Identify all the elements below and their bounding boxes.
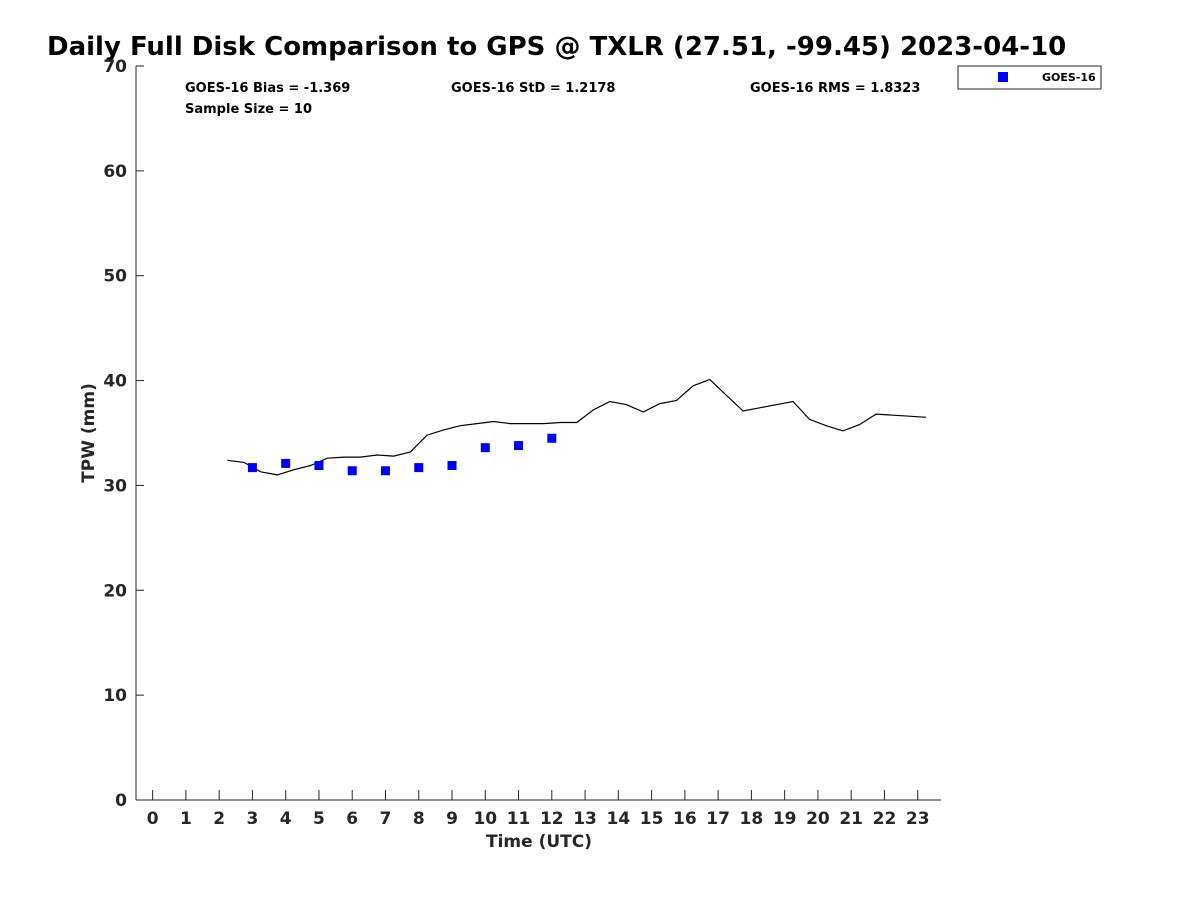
x-tick-label-22: 22 bbox=[873, 809, 897, 829]
x-tick-label-9: 9 bbox=[446, 809, 458, 829]
x-tick-label-21: 21 bbox=[839, 809, 863, 829]
bias-stat: GOES-16 Bias = -1.369 bbox=[185, 81, 350, 96]
goes16-point-11 bbox=[514, 441, 524, 451]
x-tick-label-20: 20 bbox=[806, 809, 830, 829]
x-tick-label-3: 3 bbox=[247, 809, 259, 829]
goes16-point-7 bbox=[380, 466, 390, 476]
goes16-point-6 bbox=[347, 466, 357, 476]
y-tick-label-20: 20 bbox=[103, 581, 127, 601]
goes16-point-3 bbox=[247, 463, 257, 473]
x-tick-label-19: 19 bbox=[773, 809, 797, 829]
x-tick-label-23: 23 bbox=[906, 809, 930, 829]
y-tick-label-40: 40 bbox=[103, 372, 127, 392]
goes16-point-12 bbox=[547, 433, 557, 443]
legend-box bbox=[957, 65, 1102, 90]
legend-label-goes16: GOES-16 bbox=[1042, 71, 1096, 84]
x-tick-label-17: 17 bbox=[706, 809, 730, 829]
goes16-point-9 bbox=[447, 461, 457, 471]
gps-line-series bbox=[227, 378, 927, 476]
goes16-point-5 bbox=[314, 461, 324, 471]
x-tick-label-8: 8 bbox=[413, 809, 425, 829]
x-tick-label-4: 4 bbox=[280, 809, 292, 829]
x-tick-label-14: 14 bbox=[606, 809, 630, 829]
y-tick-label-50: 50 bbox=[103, 267, 127, 287]
x-axis-label: Time (UTC) bbox=[486, 832, 592, 852]
x-tick-label-2: 2 bbox=[213, 809, 225, 829]
y-tick-label-0: 0 bbox=[115, 791, 127, 811]
x-tick-label-10: 10 bbox=[473, 809, 497, 829]
std-stat: GOES-16 StD = 1.2178 bbox=[451, 81, 615, 96]
chart-title: Daily Full Disk Comparison to GPS @ TXLR… bbox=[47, 32, 1066, 62]
x-tick-label-6: 6 bbox=[346, 809, 358, 829]
x-tick-label-13: 13 bbox=[573, 809, 597, 829]
goes16-scatter-series bbox=[247, 433, 557, 476]
legend: GOES-16 bbox=[957, 65, 1102, 90]
y-axis-ticks: 0 10 20 30 40 50 60 70 bbox=[103, 57, 144, 811]
goes16-point-10 bbox=[480, 443, 490, 453]
y-tick-label-10: 10 bbox=[103, 686, 127, 706]
legend-marker bbox=[998, 72, 1008, 82]
y-tick-label-60: 60 bbox=[103, 162, 127, 182]
rms-stat: GOES-16 RMS = 1.8323 bbox=[750, 81, 920, 96]
x-tick-label-15: 15 bbox=[640, 809, 664, 829]
goes16-point-8 bbox=[414, 463, 424, 473]
x-tick-label-16: 16 bbox=[673, 809, 697, 829]
x-tick-label-5: 5 bbox=[313, 809, 325, 829]
y-tick-label-70: 70 bbox=[103, 57, 127, 77]
y-axis-label: TPW (mm) bbox=[79, 383, 99, 483]
plot-axes bbox=[135, 66, 941, 801]
x-tick-label-0: 0 bbox=[147, 809, 159, 829]
x-tick-label-18: 18 bbox=[740, 809, 764, 829]
x-tick-label-7: 7 bbox=[380, 809, 392, 829]
x-axis-ticks: 0 1 2 3 4 5 6 7 8 9 10 11 12 13 14 15 16 17 18 19 20 21 22 23 bbox=[147, 790, 930, 829]
y-tick-label-30: 30 bbox=[103, 476, 127, 496]
x-tick-label-11: 11 bbox=[507, 809, 531, 829]
sample-size-stat: Sample Size = 10 bbox=[185, 102, 312, 117]
x-tick-label-12: 12 bbox=[540, 809, 564, 829]
goes16-point-4 bbox=[281, 458, 291, 468]
x-tick-label-1: 1 bbox=[180, 809, 192, 829]
gps-tpw-line bbox=[227, 378, 927, 476]
